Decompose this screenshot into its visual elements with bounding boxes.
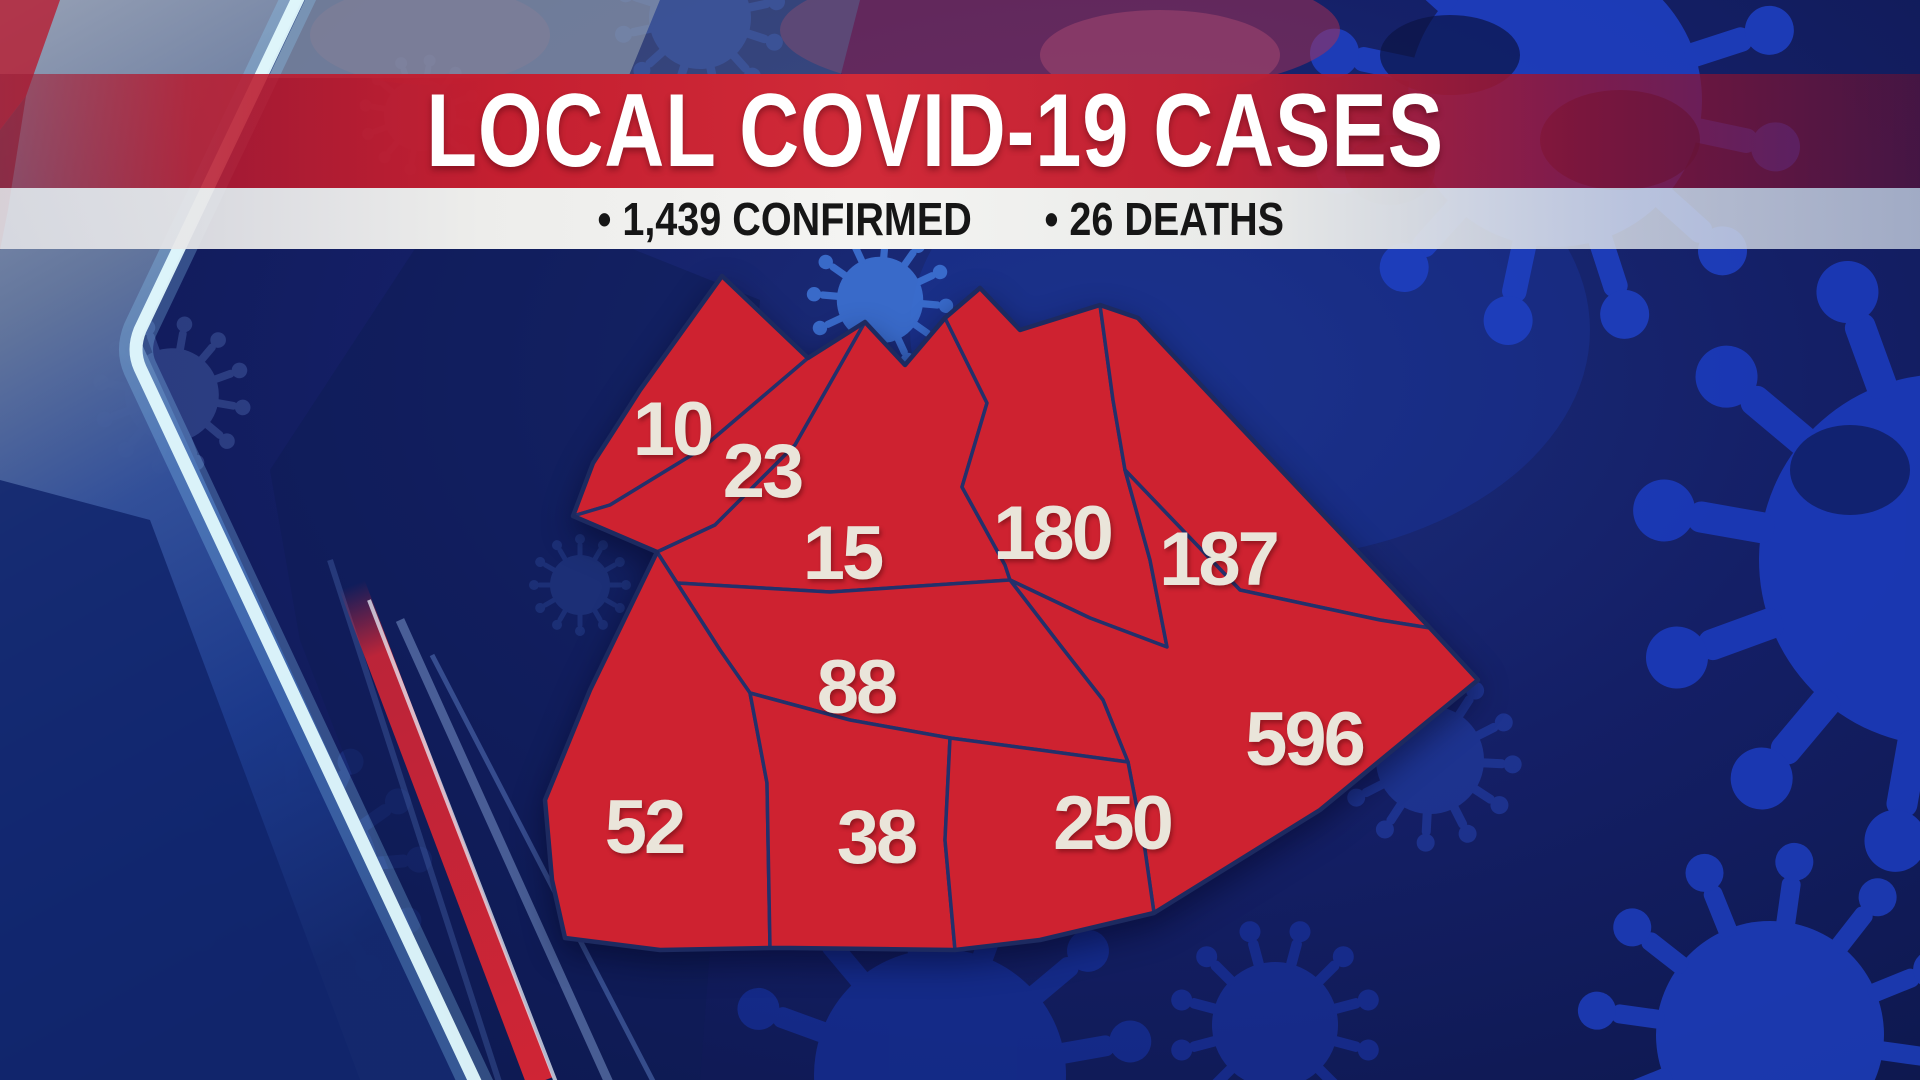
glass-edge-highlight	[129, 0, 482, 1080]
red-stripe	[339, 580, 553, 1080]
map-region-label: 187	[1159, 517, 1277, 602]
title-banner: LOCAL COVID-19 CASES	[0, 74, 1920, 188]
stats-bar-inner: • 1,439 CONFIRMED • 26 DEATHS	[567, 196, 1303, 242]
map-region-label: 38	[837, 795, 916, 880]
stats-bar: • 1,439 CONFIRMED • 26 DEATHS	[0, 188, 1920, 249]
stripe-highlight	[367, 599, 558, 1080]
map-region-label: 10	[633, 387, 712, 472]
page-title: LOCAL COVID-19 CASES	[426, 73, 1444, 189]
glass-streak	[395, 618, 613, 1080]
glass-streak	[327, 559, 502, 1080]
map-region-label: 180	[993, 491, 1112, 576]
map-region-label: 250	[1053, 781, 1172, 866]
title-banner-inner: LOCAL COVID-19 CASES	[299, 79, 1571, 183]
map-region-label: 52	[605, 785, 684, 870]
glass-panel-top	[268, 0, 660, 78]
map-region-label: 23	[723, 429, 802, 514]
glass-streak	[429, 653, 656, 1080]
map-regions	[542, 273, 1481, 953]
map-outline	[542, 273, 1481, 953]
map-region-labels: 10 23 15 180 187 88 596 52 38 250	[605, 387, 1367, 880]
deaths-stat: • 26 DEATHS	[1044, 192, 1284, 245]
map-region-label: 596	[1245, 697, 1364, 782]
confirmed-stat: • 1,439 CONFIRMED	[597, 192, 972, 245]
glass-panel-dark	[0, 480, 360, 1080]
map-region-label: 15	[803, 511, 883, 596]
virus-texture-spot	[1790, 425, 1910, 515]
map-region-label: 88	[817, 645, 896, 730]
glass-panel-top	[628, 0, 860, 78]
